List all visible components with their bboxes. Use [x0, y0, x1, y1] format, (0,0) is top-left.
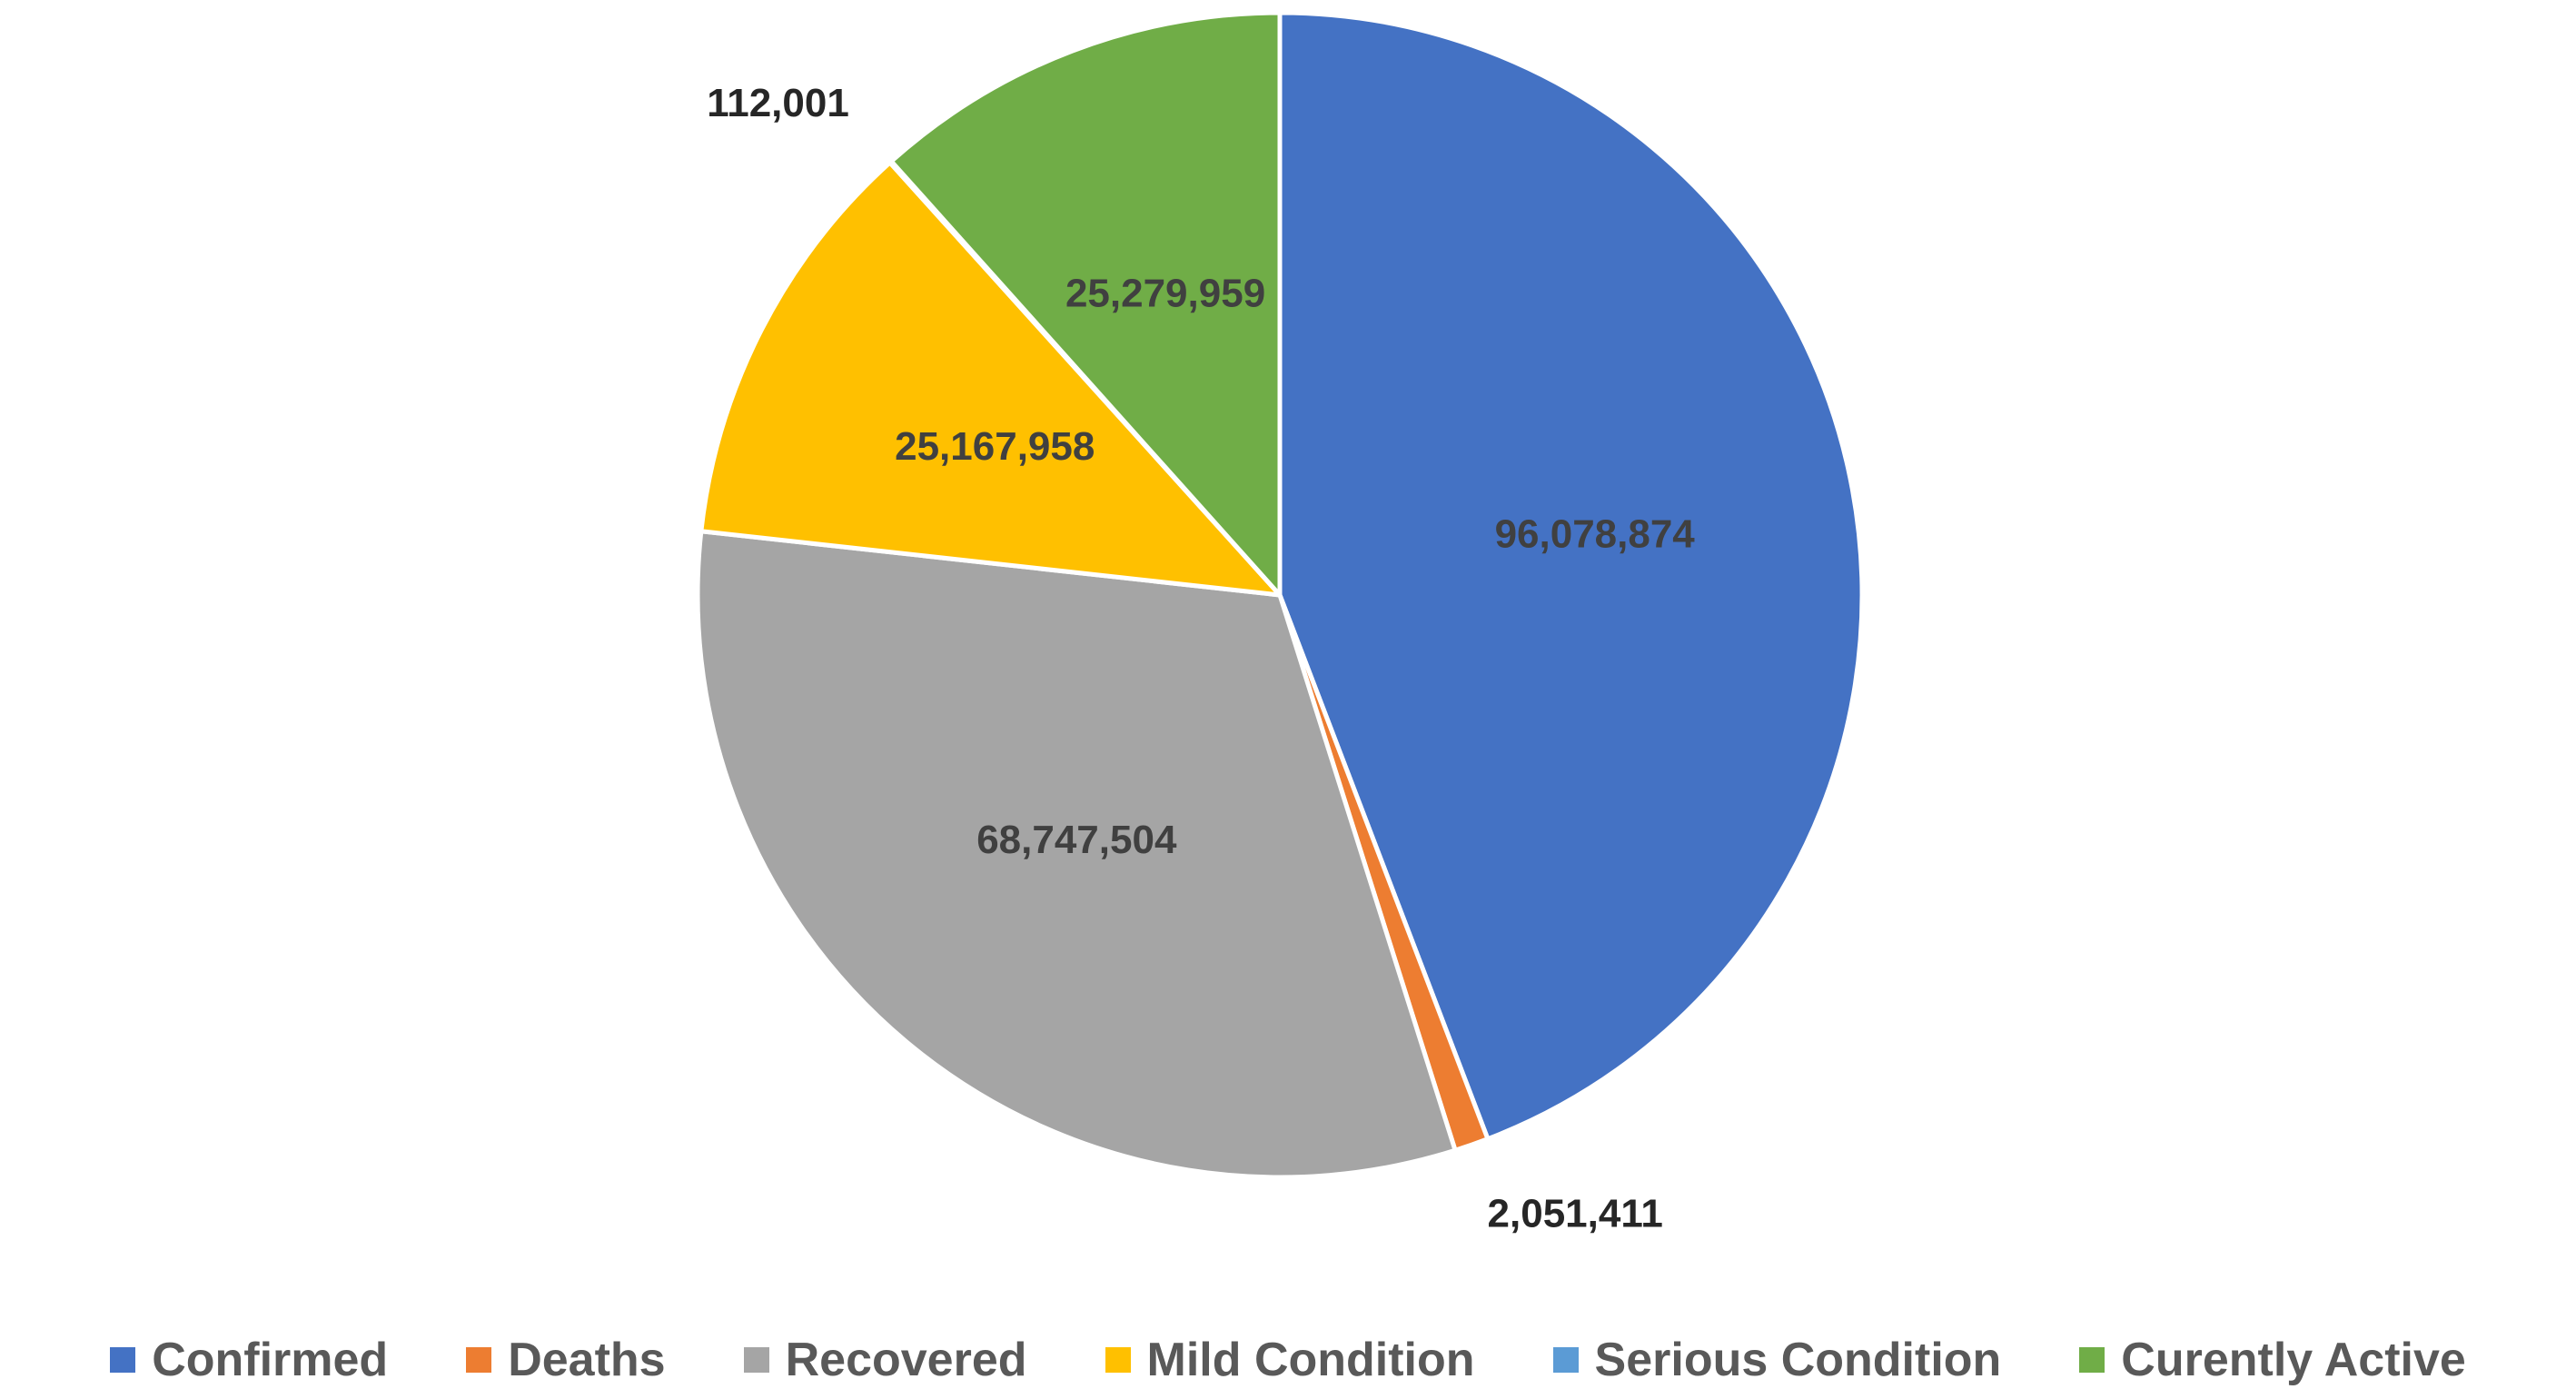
pie-slice-recovered [695, 529, 1458, 1180]
legend-swatch [110, 1347, 136, 1373]
legend-item-recovered: Recovered [743, 1333, 1027, 1387]
legend-label: Recovered [785, 1334, 1027, 1386]
data-label-confirmed: 96,078,874 [1495, 512, 1696, 557]
legend-swatch [1105, 1347, 1131, 1373]
legend-swatch [466, 1347, 492, 1373]
legend-swatch [743, 1347, 769, 1373]
legend-label: Curently Active [2121, 1334, 2466, 1386]
data-label-mild-condition: 25,167,958 [895, 424, 1095, 469]
legend-item-deaths: Deaths [466, 1333, 666, 1387]
data-label-recovered: 68,747,504 [976, 818, 1177, 862]
pie-slice-confirmed [1277, 10, 1865, 1142]
pie-slice-mild-condition [698, 160, 1283, 598]
data-label-serious-condition: 112,001 [707, 81, 849, 125]
legend-label: Confirmed [152, 1334, 389, 1386]
legend-swatch [1552, 1347, 1579, 1373]
legend-item-confirmed: Confirmed [110, 1333, 388, 1387]
legend-item-serious-condition: Serious Condition [1552, 1333, 2002, 1387]
legend-item-mild-condition: Mild Condition [1105, 1333, 1475, 1387]
legend-label: Deaths [508, 1334, 666, 1386]
legend-label: Serious Condition [1594, 1334, 2002, 1386]
chart-legend: Confirmed Deaths Recovered Mild Condition Se… [0, 1328, 2576, 1392]
pie-slices [695, 10, 1865, 1180]
legend-item-curently-active: Curently Active [2079, 1333, 2466, 1387]
data-label-curently-active: 25,279,959 [1065, 271, 1265, 315]
pie-slice-curently-active [888, 10, 1283, 598]
legend-swatch [2079, 1347, 2105, 1373]
legend-label: Mild Condition [1146, 1334, 1475, 1386]
data-label-deaths: 2,051,411 [1488, 1192, 1663, 1236]
pie-data-labels: 96,078,874 2,051,411 68,747,504 25,167,958 1… [707, 81, 1695, 1236]
